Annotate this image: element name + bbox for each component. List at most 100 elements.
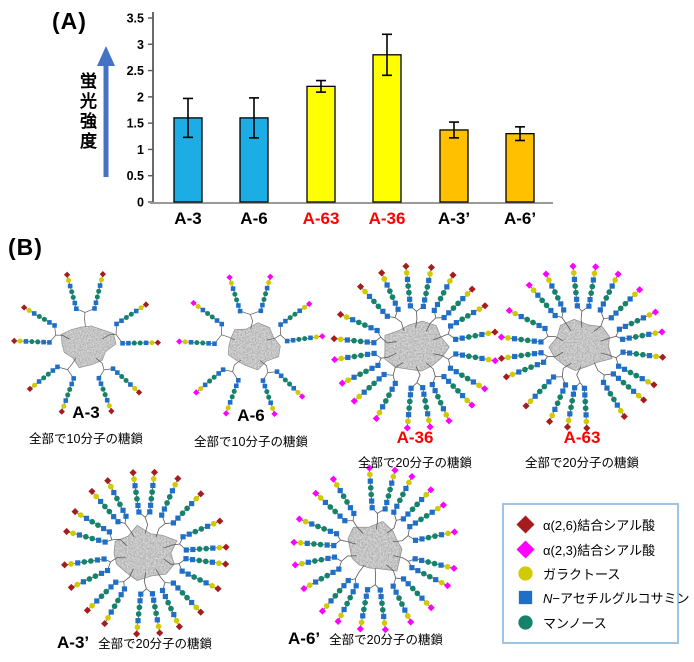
sialic-acid-node-red — [99, 271, 107, 278]
glcnac-node — [369, 365, 375, 371]
mannose-node — [627, 369, 634, 376]
glcnac-node — [405, 581, 411, 587]
mannose-node — [35, 339, 41, 345]
mannose-node — [382, 398, 389, 404]
sialic-acid-node-red — [378, 269, 386, 277]
sialic-acid-node-magenta — [329, 475, 337, 483]
glcnac-node — [328, 598, 334, 604]
sialic-acid-node-red — [563, 423, 572, 431]
glcnac-node — [369, 505, 375, 511]
mannose-node — [603, 295, 610, 301]
glcnac-node — [151, 597, 157, 603]
glcnac-node — [542, 325, 548, 332]
glcnac-node — [590, 277, 596, 283]
mannose-node — [184, 594, 190, 601]
sialic-acid-node-red — [216, 517, 224, 525]
glycan-branch — [129, 468, 159, 534]
glcnac-node — [620, 349, 626, 355]
glcnac-node — [572, 385, 578, 391]
glcnac-node — [609, 283, 615, 289]
sialic-acid-node-red — [427, 263, 435, 271]
glcnac-node — [278, 373, 284, 379]
glcnac-node — [382, 506, 388, 512]
galactose-node — [444, 563, 451, 570]
sialic-acid-node-red — [58, 408, 65, 415]
mannose-node — [541, 383, 548, 390]
galactose-node — [376, 409, 383, 416]
galactose-node — [338, 612, 344, 619]
glcnac-node — [614, 402, 620, 408]
glcnac-node — [470, 379, 476, 385]
mannose-node — [552, 289, 558, 295]
mannose-node — [357, 338, 364, 345]
mannose-node — [399, 601, 405, 607]
mannose-node — [119, 374, 125, 380]
legend-item-label: ガラクトース — [543, 566, 621, 582]
mannose-node — [525, 351, 531, 358]
glcnac-node — [128, 382, 133, 387]
glcnac-node — [337, 513, 343, 519]
green-circle-icon — [518, 615, 533, 630]
glcnac-node — [640, 315, 647, 321]
glcnac-node — [308, 335, 313, 341]
x-category-label: A-36 — [369, 209, 406, 228]
glcnac-node — [80, 579, 87, 585]
legend-item: α(2,6)結合シアル酸 — [516, 515, 673, 534]
glcnac-node — [268, 400, 273, 406]
glcnac-node — [297, 308, 302, 314]
glcnac-node — [133, 308, 139, 314]
mannose-node — [196, 557, 203, 564]
glcnac-node — [216, 371, 221, 376]
glcnac-node — [69, 381, 75, 387]
mannose-node — [123, 377, 129, 384]
glcnac-node — [262, 383, 268, 389]
glcnac-node — [101, 556, 107, 562]
glcnac-node — [234, 383, 239, 389]
glcnac-node — [412, 537, 419, 543]
structure-diagram-A-6 — [175, 270, 327, 422]
mannose-node — [464, 313, 471, 319]
mannose-node — [98, 593, 105, 600]
glycan-branch — [11, 304, 70, 345]
protein-texture — [548, 319, 613, 371]
glcnac-node — [361, 389, 367, 395]
sialic-acid-node-red — [497, 354, 506, 362]
mannose-node — [351, 353, 358, 360]
glcnac-node — [574, 303, 580, 309]
mannose-node — [41, 316, 47, 322]
mannose-node — [396, 595, 402, 601]
glcnac-node — [384, 499, 390, 506]
galactose-node — [173, 617, 180, 624]
mannose-node — [361, 606, 367, 613]
glycan-branch — [386, 564, 435, 626]
glcnac-node — [438, 532, 445, 538]
glycan-branch — [356, 269, 405, 332]
y-tick-label: 2 — [137, 90, 144, 104]
glcnac-node — [381, 613, 387, 620]
protein-texture — [384, 321, 450, 371]
sialic-acid-node-red — [101, 620, 109, 628]
glcnac-node — [390, 583, 396, 589]
panel-a-label: (A) — [52, 8, 87, 34]
mannose-node — [100, 386, 106, 392]
mannose-node — [363, 368, 369, 375]
blue-square-icon — [518, 591, 533, 605]
glcnac-node — [113, 579, 119, 585]
glcnac-node — [214, 318, 220, 323]
mannose-node — [387, 486, 393, 493]
glcnac-node — [350, 589, 356, 595]
glcnac-node — [404, 276, 411, 283]
galactose-node — [66, 277, 72, 283]
galactose-node — [106, 403, 112, 409]
glcnac-node — [67, 283, 73, 289]
mannose-node — [196, 546, 203, 552]
mannose-node — [67, 387, 73, 393]
mannose-node — [89, 535, 96, 542]
galactose-node — [345, 377, 351, 384]
sialic-acid-node-magenta — [372, 414, 380, 423]
mannose-node — [524, 337, 531, 344]
galactose-node — [317, 495, 324, 501]
mannose-node — [582, 405, 589, 412]
mannose-node — [149, 489, 155, 495]
mannose-node — [409, 506, 416, 513]
